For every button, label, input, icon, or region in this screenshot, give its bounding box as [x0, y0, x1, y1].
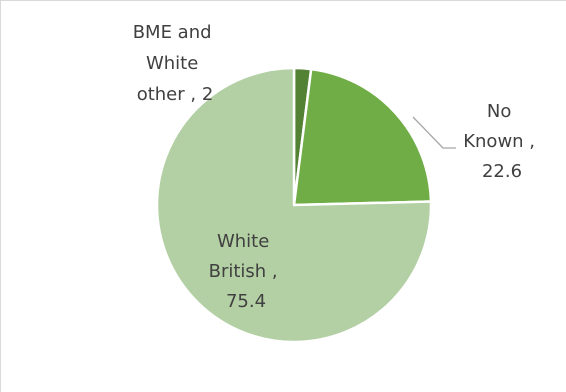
- pie-slices: [155, 66, 433, 344]
- data-label-white-british: White British , 75.4: [209, 231, 284, 312]
- pie-slice-no-known: [292, 67, 433, 207]
- data-label-no-known: No Known , 22.6: [463, 101, 541, 182]
- leader-line-no-known: [412, 116, 456, 149]
- data-label-bme-and-white-other: BME and White other , 2: [133, 22, 218, 105]
- pie-slice-white-british: [155, 66, 433, 344]
